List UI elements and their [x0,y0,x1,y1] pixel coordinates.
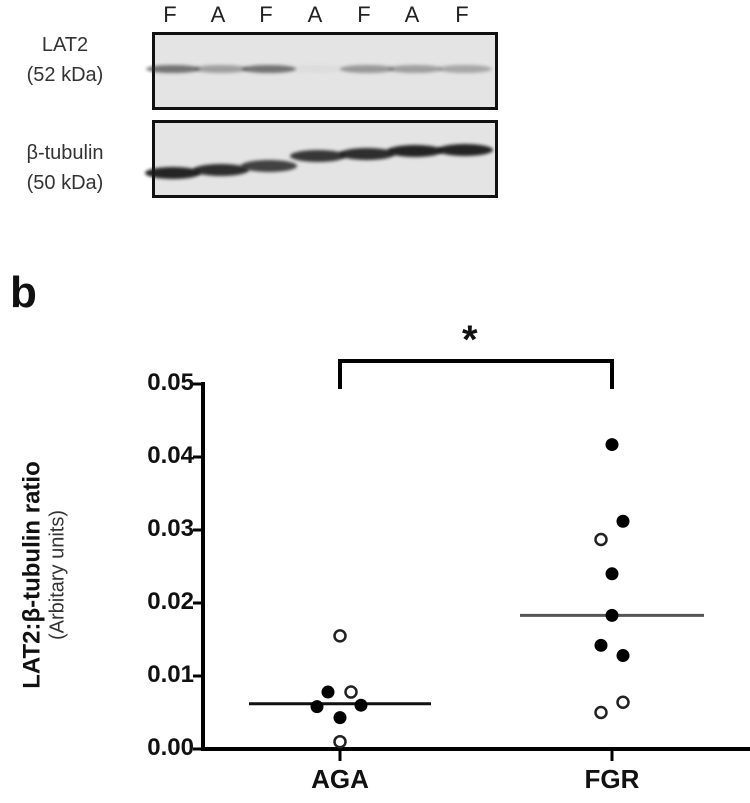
protein-band [388,65,442,73]
data-point-filled [310,700,324,714]
protein-name: LAT2 [41,34,89,56]
protein-band [242,65,296,73]
axes [193,382,750,761]
protein-band [145,167,201,179]
median-lines [249,613,704,706]
protein-band [438,65,492,73]
protein-band [339,148,395,160]
blot-strip-tubulin [145,120,498,198]
blot-row-label-lat2: LAT2 (52 kDa) [4,30,126,90]
protein-band [340,65,394,73]
data-point-filled [616,514,630,528]
protein-size: (52 kDa) [26,64,104,86]
x-tick-label: FGR [584,764,640,794]
blot-row-label-tubulin: β-tubulin (50 kDa) [4,138,126,198]
x-tick-label: AGA [311,764,369,794]
protein-band [387,145,443,157]
lane-label: A [307,2,323,27]
y-tick-label: 0.04 [147,442,194,469]
lane-label: A [210,2,226,27]
data-point-filled [605,608,619,622]
data-point-filled [605,567,619,581]
lane-label: F [455,2,469,27]
protein-band [291,65,345,73]
lane-label: F [357,2,371,27]
protein-band [437,144,493,156]
significance-bracket [338,359,614,389]
data-point-open [333,734,347,749]
y-tick-label: 0.01 [147,661,194,688]
protein-name: β-tubulin [26,142,104,164]
protein-band [241,160,297,172]
data-point-filled [594,638,608,652]
protein-band [193,164,249,176]
blot-strip-lat2 [146,32,498,110]
protein-band [290,150,346,162]
y-tick-label: 0.03 [147,515,194,542]
lane-label: F [163,2,177,27]
protein-size: (50 kDa) [26,172,104,194]
data-point-filled [354,698,368,712]
data-point-open [333,629,347,643]
lane-label: A [404,2,420,27]
lane-label: F [259,2,273,27]
significance-star: * [462,318,478,362]
bracket-line [338,359,614,389]
data-point-open [594,532,608,547]
data-point-open [594,705,608,720]
data-point-filled [605,438,619,452]
y-tick-label: 0.02 [147,588,194,615]
data-point-filled [333,711,347,725]
data-point-open [344,685,358,699]
data-points [310,438,630,749]
data-point-filled [616,649,630,663]
protein-band [194,65,248,73]
protein-band [146,65,200,73]
y-tick-label: 0.00 [147,734,194,761]
data-point-filled [321,685,335,699]
y-tick-label: 0.05 [147,369,194,396]
data-point-open [616,695,630,710]
panel-label: b [10,268,37,317]
